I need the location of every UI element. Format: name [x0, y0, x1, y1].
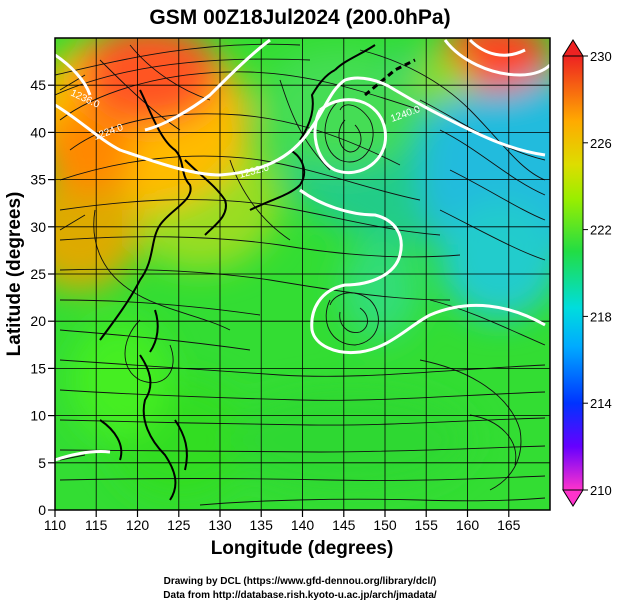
x-tick-label: 115	[85, 517, 108, 533]
x-tick-label: 125	[167, 517, 191, 533]
x-tick-label: 160	[456, 517, 480, 533]
x-tick-label: 165	[497, 517, 521, 533]
colorbar-label: 222	[590, 223, 612, 238]
colorbar-label: 214	[590, 396, 612, 411]
y-tick-label: 30	[30, 219, 46, 235]
x-tick-label: 155	[415, 517, 439, 533]
y-tick-label: 40	[30, 124, 46, 140]
credit-data-source: Data from http://database.rish.kyoto-u.a…	[163, 590, 437, 601]
y-tick-label: 5	[38, 455, 46, 471]
y-axis-label: Latitude (degrees)	[4, 192, 25, 357]
lat-lon-grid	[55, 38, 550, 510]
temperature-field: 1224.0 1232.0 1240.0 1236.0	[55, 38, 550, 510]
y-tick-label: 20	[30, 313, 46, 329]
y-tick-label: 25	[30, 266, 46, 282]
x-axis-label: Longitude (degrees)	[211, 538, 394, 559]
colorbar-label: 210	[590, 483, 612, 498]
colorbar-label: 226	[590, 136, 612, 151]
credit-dcl: Drawing by DCL (https://www.gfd-dennou.o…	[164, 576, 437, 587]
x-tick-label: 135	[250, 517, 274, 533]
y-tick-label: 45	[30, 77, 46, 93]
colorbar-label: 218	[590, 309, 612, 324]
y-tick-label: 35	[30, 172, 46, 188]
height-contours	[55, 38, 550, 462]
chart-title: GSM 00Z18Jul2024 (200.0hPa)	[149, 6, 450, 29]
x-axis-tick-labels: 110 115 120 125 130 135 140 145 150 155 …	[44, 517, 521, 533]
colorbar: 230 226 222 218 214 210	[562, 39, 612, 507]
x-tick-label: 150	[373, 517, 397, 533]
y-axis-ticks	[48, 84, 55, 511]
x-tick-label: 145	[332, 517, 356, 533]
coastlines	[99, 44, 376, 501]
x-tick-label: 140	[291, 517, 315, 533]
y-axis-tick-labels: 0 5 10 15 20 25 30 35 40 45	[30, 77, 46, 518]
colorbar-label: 230	[590, 49, 612, 64]
x-tick-label: 110	[44, 517, 67, 533]
y-tick-label: 15	[30, 360, 46, 376]
x-tick-label: 130	[208, 517, 232, 533]
x-axis-ticks	[54, 510, 510, 517]
y-tick-label: 10	[30, 408, 46, 424]
x-tick-label: 120	[126, 517, 150, 533]
y-tick-label: 0	[38, 502, 46, 518]
